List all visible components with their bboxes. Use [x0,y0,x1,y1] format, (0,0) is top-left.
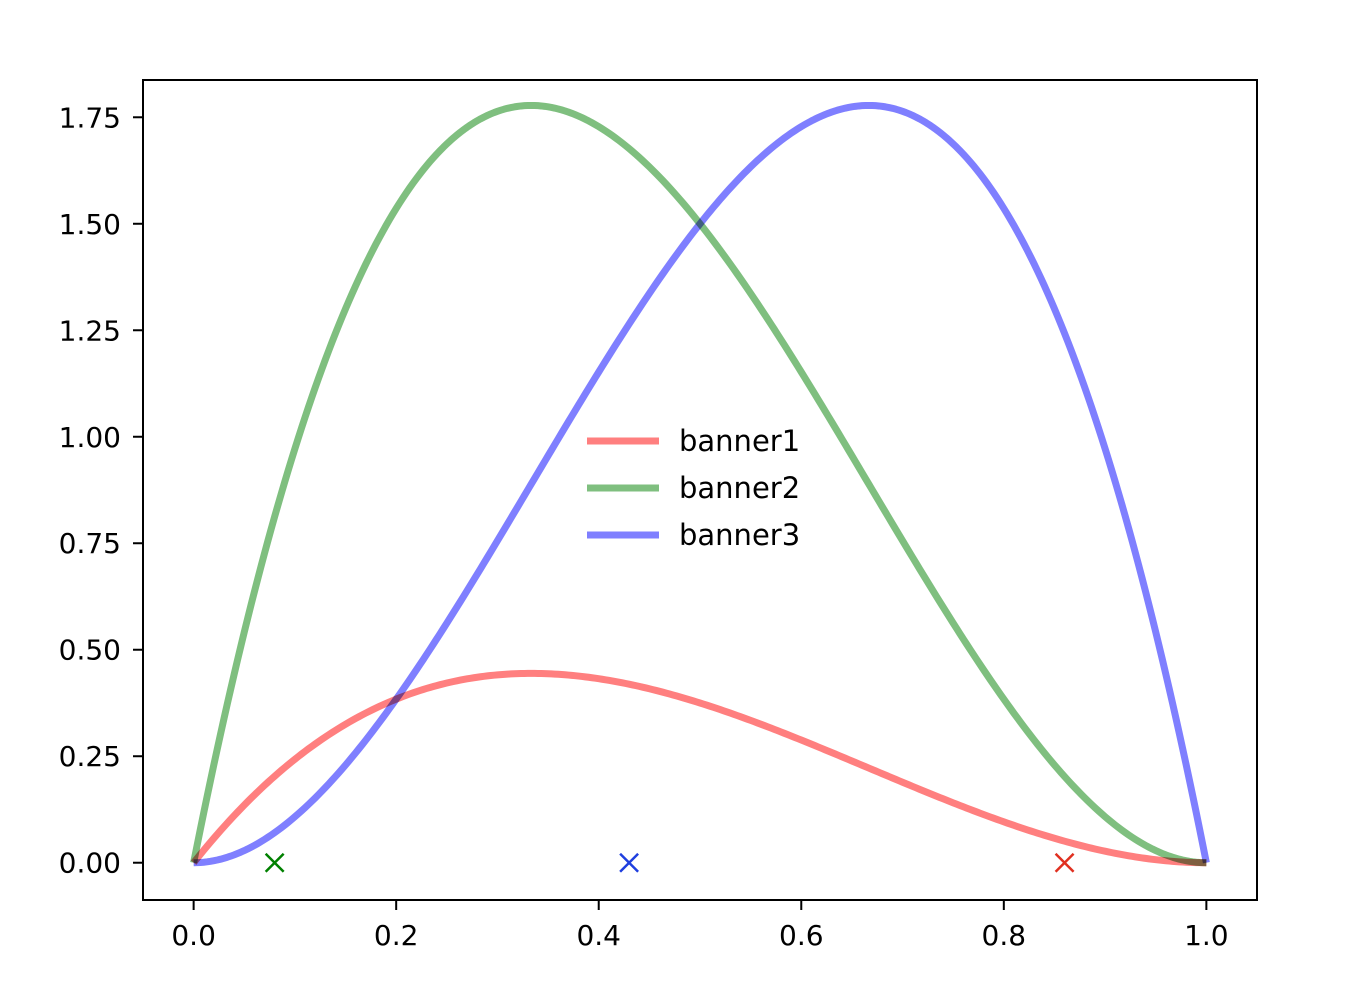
x-tick-label: 0.8 [982,919,1027,952]
y-tick-label: 1.00 [59,421,121,454]
legend-label-banner2: banner2 [679,471,800,505]
x-tick-label: 1.0 [1184,919,1229,952]
y-tick-label: 0.50 [59,634,121,667]
y-tick-label: 1.50 [59,208,121,241]
y-axis: 0.00 0.25 0.50 0.75 1.00 1.25 1.50 1.75 [59,101,143,880]
plot-frame [142,79,1258,901]
plot-markers [264,852,1075,873]
plot-curves [190,101,1210,867]
legend-label-banner1: banner1 [679,424,800,458]
legend: banner1 banner2 banner3 [587,424,800,552]
series-line-banner3 [193,101,1210,867]
y-tick-label: 1.75 [59,101,121,134]
x-tick-label: 0.0 [171,919,216,952]
y-tick-label: 1.25 [59,314,121,347]
x-marker-1 [264,852,285,873]
legend-label-banner3: banner3 [679,518,800,552]
y-tick-label: 0.75 [59,527,121,560]
x-axis: 0.0 0.2 0.4 0.6 0.8 1.0 [171,900,1229,952]
series-line-banner1 [190,669,1207,867]
x-tick-label: 0.2 [374,919,419,952]
y-tick-label: 0.25 [59,740,121,773]
x-tick-label: 0.6 [779,919,824,952]
y-tick-label: 0.00 [59,847,121,880]
x-marker-3 [1054,852,1075,873]
x-tick-label: 0.4 [576,919,621,952]
x-marker-2 [619,852,639,873]
